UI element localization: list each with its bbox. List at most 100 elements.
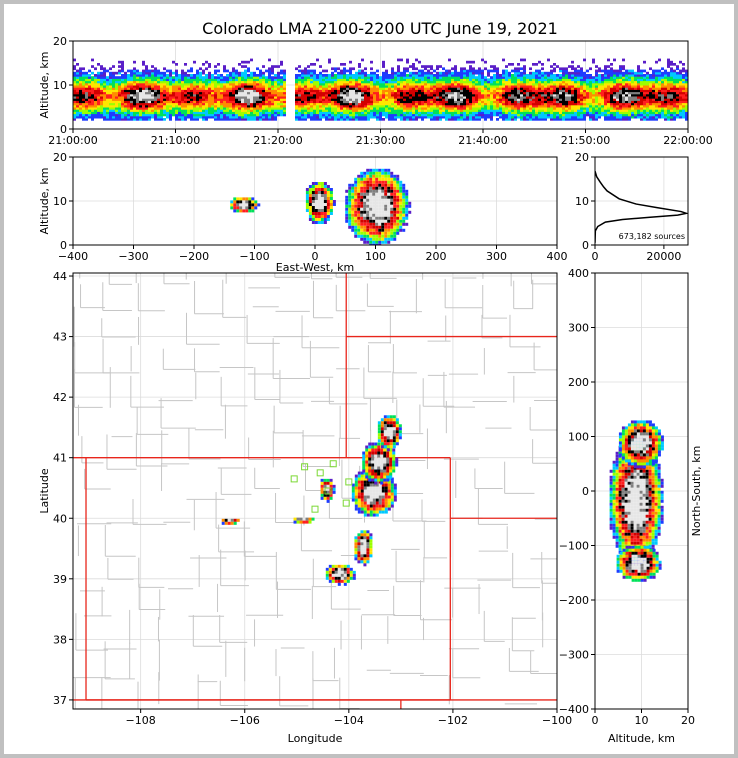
density-cell xyxy=(175,80,178,84)
density-cell xyxy=(349,67,352,71)
density-cell xyxy=(97,93,100,97)
density-cell xyxy=(241,65,244,68)
density-cell xyxy=(181,107,184,110)
density-cell xyxy=(541,91,544,95)
density-cell xyxy=(451,85,454,88)
density-cell xyxy=(364,113,367,117)
density-cell xyxy=(313,118,316,121)
density-cell xyxy=(79,96,82,99)
density-cell xyxy=(361,80,364,84)
density-cell xyxy=(265,111,268,115)
density-cell xyxy=(661,82,664,86)
density-cell xyxy=(574,80,577,84)
density-cell xyxy=(202,85,205,88)
density-cell xyxy=(424,82,427,86)
density-cell xyxy=(493,93,496,97)
density-cell xyxy=(360,180,364,184)
density-cell xyxy=(334,93,337,97)
density-cell xyxy=(118,96,121,99)
density-cell xyxy=(655,109,658,112)
density-cell xyxy=(403,113,406,117)
density-cell xyxy=(79,113,82,117)
density-cell xyxy=(151,87,154,90)
density-cell xyxy=(322,91,325,95)
density-cell xyxy=(85,115,88,119)
density-cell xyxy=(634,107,637,110)
density-cell xyxy=(151,115,154,119)
density-cell xyxy=(142,76,145,79)
density-cell xyxy=(535,118,538,121)
density-cell xyxy=(553,76,556,79)
density-cell xyxy=(448,78,451,82)
density-cell xyxy=(661,67,664,71)
density-cell xyxy=(388,109,391,112)
density-cell xyxy=(154,98,157,101)
density-cell xyxy=(241,78,244,82)
density-cell xyxy=(499,100,502,104)
density-cell xyxy=(511,89,514,93)
density-cell xyxy=(445,115,448,119)
density-cell xyxy=(667,76,670,79)
density-cell xyxy=(82,78,85,82)
density-cell xyxy=(250,98,253,101)
density-cell xyxy=(559,98,562,101)
density-cell xyxy=(277,82,280,86)
density-cell xyxy=(388,78,391,82)
density-cell xyxy=(247,104,250,108)
density-cell xyxy=(88,109,91,112)
density-cell xyxy=(313,115,316,119)
density-cell xyxy=(655,115,658,119)
density-cell xyxy=(76,74,79,77)
density-cell xyxy=(357,225,361,229)
density-cell xyxy=(322,69,325,73)
density-cell xyxy=(369,234,373,238)
density-cell xyxy=(589,109,592,112)
density-cell xyxy=(118,98,121,101)
density-cell xyxy=(367,107,370,110)
density-cell xyxy=(124,85,127,88)
density-cell xyxy=(378,201,382,205)
density-cell xyxy=(217,85,220,88)
density-cell xyxy=(373,102,376,106)
density-cell xyxy=(112,102,115,106)
density-cell xyxy=(670,118,673,121)
density-cell xyxy=(118,100,121,104)
density-cell xyxy=(91,118,94,121)
density-cell xyxy=(436,111,439,115)
density-cell xyxy=(364,96,367,99)
density-cell xyxy=(301,80,304,84)
density-cell xyxy=(118,109,121,112)
density-cell xyxy=(631,102,634,106)
density-cell xyxy=(658,102,661,106)
density-cell xyxy=(139,85,142,88)
density-cell xyxy=(454,89,457,93)
density-cell xyxy=(526,80,529,84)
density-cell xyxy=(559,96,562,99)
density-cell xyxy=(229,96,232,99)
density-cell xyxy=(568,93,571,97)
density-cell xyxy=(676,91,679,95)
density-cell xyxy=(115,115,118,119)
density-cell xyxy=(412,93,415,97)
density-cell xyxy=(223,113,226,117)
density-cell xyxy=(283,87,286,90)
density-cell xyxy=(253,109,256,112)
density-cell xyxy=(529,93,532,97)
density-cell xyxy=(403,104,406,108)
density-cell xyxy=(304,76,307,79)
density-cell xyxy=(388,91,391,95)
density-cell xyxy=(421,69,424,73)
density-cell xyxy=(454,118,457,121)
density-cell xyxy=(97,102,100,106)
density-cell xyxy=(544,76,547,79)
density-cell xyxy=(583,96,586,99)
density-cell xyxy=(559,93,562,97)
density-cell xyxy=(610,104,613,108)
density-cell xyxy=(637,93,640,97)
density-cell xyxy=(487,111,490,115)
density-cell xyxy=(427,89,430,93)
density-cell xyxy=(508,113,511,117)
density-cell xyxy=(373,80,376,84)
density-cell xyxy=(148,96,151,99)
density-cell xyxy=(610,63,613,66)
